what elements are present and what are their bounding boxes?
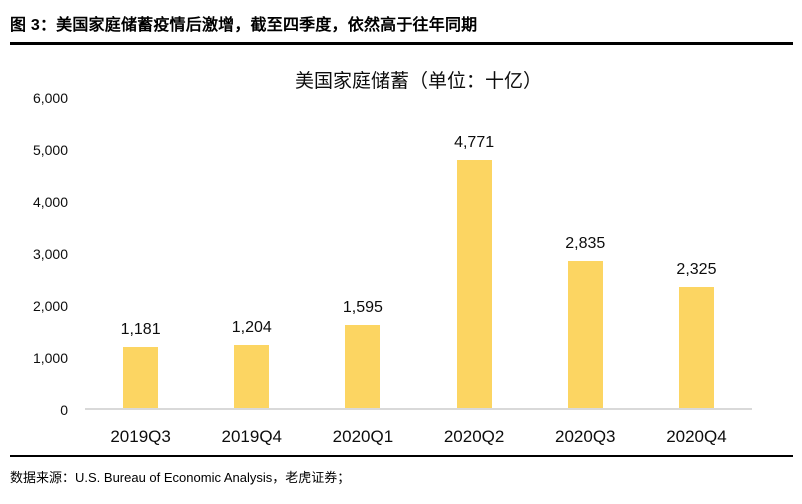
y-axis-tick-label: 3,000: [32, 246, 68, 262]
y-axis: 0 1,000 2,000 3,000 4,000 5,000 6,000: [0, 90, 68, 418]
x-axis: 2019Q3 2019Q4 2020Q1 2020Q2 2020Q3 2020Q4: [85, 412, 752, 447]
y-axis-tick-label: 5,000: [32, 142, 68, 158]
bottom-divider-rule: [10, 455, 793, 457]
x-axis-label: 2020Q3: [555, 427, 616, 446]
bar-value-label: 4,771: [454, 133, 495, 151]
chart-title: 美国家庭储蓄（单位：十亿）: [294, 71, 542, 92]
bar-value-label: 2,325: [676, 261, 717, 279]
bar-value-label: 1,181: [120, 320, 161, 338]
x-axis-label: 2020Q1: [332, 427, 394, 446]
bar: [567, 260, 603, 408]
x-axis-label: 2020Q2: [443, 427, 505, 446]
bar-column: 4,771: [419, 98, 530, 408]
x-axis-label: 2020Q4: [666, 427, 727, 446]
plot-area: 1,181 1,204 1,595 4,771 2,835 2,325: [85, 98, 752, 410]
data-source-note: 数据来源：U.S. Bureau of Economic Analysis，老虎…: [10, 470, 351, 485]
bar-series: 1,181 1,204 1,595 4,771 2,835 2,325: [85, 98, 752, 408]
y-axis-tick-label: 2,000: [32, 298, 68, 314]
y-axis-tick-label: 6,000: [32, 90, 68, 106]
bar-column: 1,181: [85, 98, 196, 408]
bar-value-label: 2,835: [565, 234, 606, 252]
y-axis-tick-label: 0: [60, 402, 68, 418]
y-axis-tick-label: 1,000: [32, 350, 68, 366]
y-axis-tick-label: 4,000: [32, 194, 68, 210]
x-axis-label: 2019Q4: [221, 427, 283, 446]
bar: [456, 159, 492, 408]
bar-column: 1,204: [196, 98, 307, 408]
bar: [123, 346, 159, 408]
bar: [678, 287, 714, 408]
bar-column: 1,595: [307, 98, 418, 408]
bar: [234, 345, 270, 408]
top-divider-rule: [10, 42, 793, 45]
bar-column: 2,325: [641, 98, 752, 408]
x-axis-label: 2019Q3: [110, 427, 171, 446]
figure-title: 图 3：美国家庭储蓄疫情后激增，截至四季度，依然高于往年同期: [10, 17, 478, 34]
bar: [345, 325, 381, 408]
bar-column: 2,835: [530, 98, 641, 408]
bar-value-label: 1,595: [342, 299, 383, 317]
bar-value-label: 1,204: [231, 319, 272, 337]
